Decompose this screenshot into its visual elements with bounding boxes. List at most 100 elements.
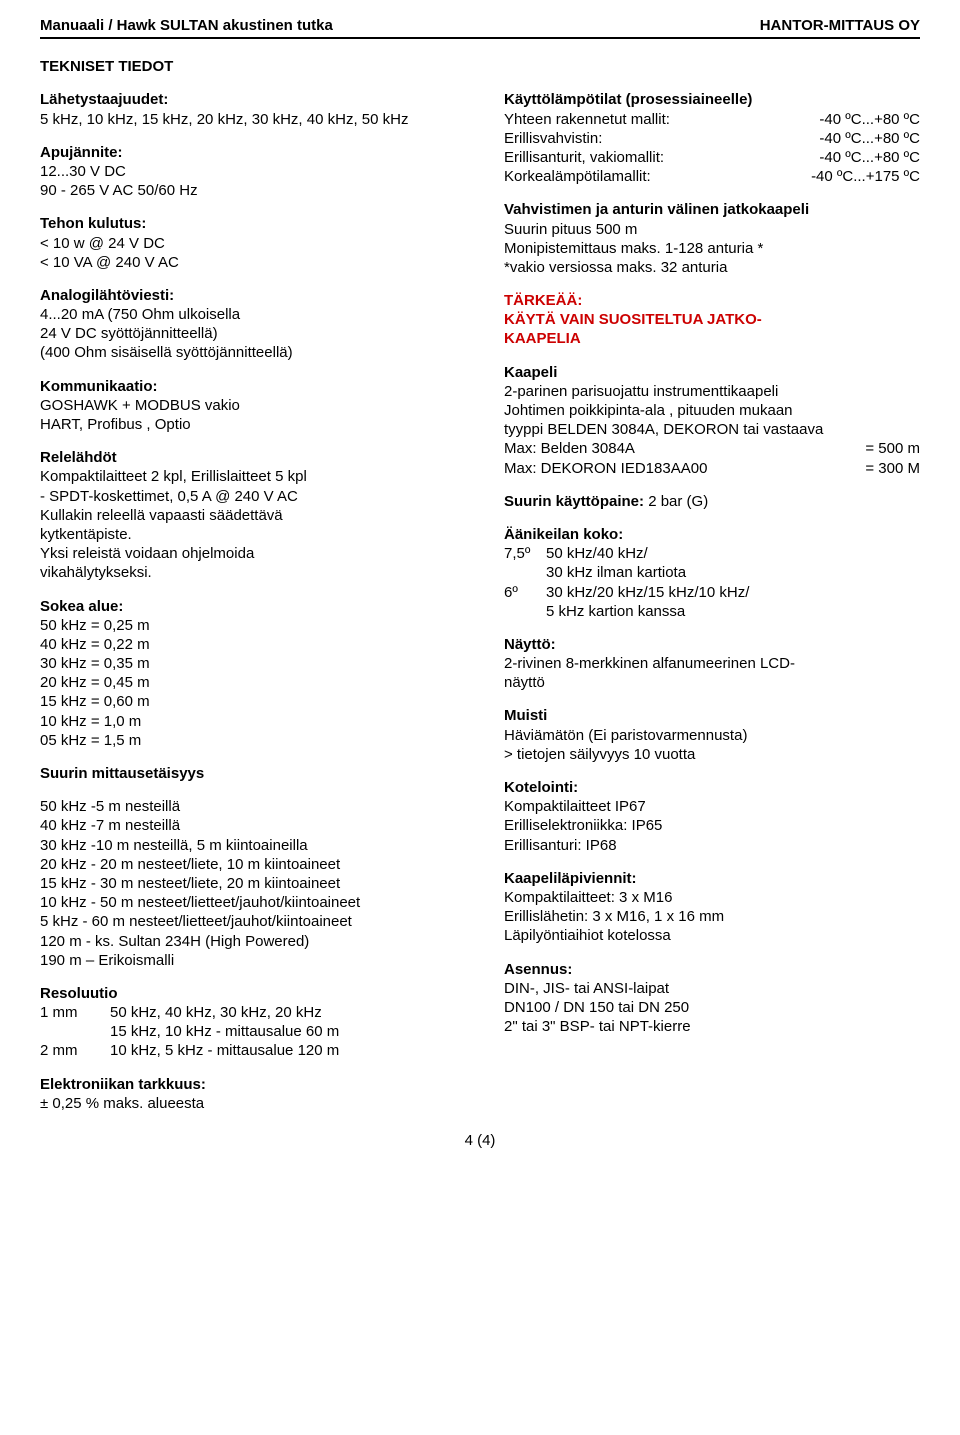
txfreq-title: Lähetystaajuudet: bbox=[40, 90, 456, 109]
analog-l2: 24 V DC syöttöjännitteellä) bbox=[40, 324, 456, 343]
temp-r4-val: -40 ºC...+175 ºC bbox=[801, 167, 920, 186]
maxdist-l5: 15 kHz - 30 m nesteet/liete, 20 m kiinto… bbox=[40, 874, 456, 893]
display-l2: näyttö bbox=[504, 673, 920, 692]
temp-r3-label: Erillisanturit, vakiomallit: bbox=[504, 148, 809, 167]
cable-l1: 2-parinen parisuojattu instrumenttikaape… bbox=[504, 382, 920, 401]
important-block: TÄRKEÄÄ: KÄYTÄ VAIN SUOSITELTUA JATKO- K… bbox=[504, 291, 920, 349]
temp-r3-val: -40 ºC...+80 ºC bbox=[809, 148, 920, 167]
memory-title: Muisti bbox=[504, 706, 920, 725]
comm-title: Kommunikaatio: bbox=[40, 377, 456, 396]
blind-l7: 05 kHz = 1,5 m bbox=[40, 731, 456, 750]
right-column: Käyttölämpötilat (prosessiaineelle) Yhte… bbox=[504, 90, 920, 1113]
cable-r1-val: = 500 m bbox=[855, 439, 920, 458]
temp-r4: Korkealämpötilamallit: -40 ºC...+175 ºC bbox=[504, 167, 920, 186]
memory-l1: Häviämätön (Ei paristovarmennusta) bbox=[504, 726, 920, 745]
relay-l6: vikahälytykseksi. bbox=[40, 563, 456, 582]
relay-l1: Kompaktilaitteet 2 kpl, Erillislaitteet … bbox=[40, 467, 456, 486]
temp-r2-val: -40 ºC...+80 ºC bbox=[809, 129, 920, 148]
enclosure-title: Kotelointi: bbox=[504, 778, 920, 797]
supply-l1: 12...30 V DC bbox=[40, 162, 456, 181]
temp-title: Käyttölämpötilat (prosessiaineelle) bbox=[504, 90, 920, 109]
temp-r1-val: -40 ºC...+80 ºC bbox=[809, 110, 920, 129]
maxdist-l3: 30 kHz -10 m nesteillä, 5 m kiintoaineil… bbox=[40, 836, 456, 855]
temp-r1: Yhteen rakennetut mallit: -40 ºC...+80 º… bbox=[504, 110, 920, 129]
res-r2a: 2 mm bbox=[40, 1041, 110, 1060]
acc-l1: ± 0,25 % maks. alueesta bbox=[40, 1094, 456, 1113]
temp-r2-label: Erillisvahvistin: bbox=[504, 129, 809, 148]
beam-r2c: 5 kHz kartion kanssa bbox=[546, 602, 685, 621]
ampcable-l1: Suurin pituus 500 m bbox=[504, 220, 920, 239]
cable-l2: Johtimen poikkipinta-ala , pituuden muka… bbox=[504, 401, 920, 420]
comm-l2: HART, Profibus , Optio bbox=[40, 415, 456, 434]
beam-title: Äänikeilan koko: bbox=[504, 525, 920, 544]
important-l2: KAAPELIA bbox=[504, 329, 920, 348]
res-blank bbox=[40, 1022, 110, 1041]
beam-r2: 6º 30 kHz/20 kHz/15 kHz/10 kHz/ bbox=[504, 583, 920, 602]
blind-l5: 15 kHz = 0,60 m bbox=[40, 692, 456, 711]
relay-l3: Kullakin releellä vapaasti säädettävä bbox=[40, 506, 456, 525]
enclosure-l2: Erilliselektroniikka: IP65 bbox=[504, 816, 920, 835]
main-title: TEKNISET TIEDOT bbox=[40, 57, 920, 76]
res-row1: 1 mm 50 kHz, 40 kHz, 30 kHz, 20 kHz bbox=[40, 1003, 456, 1022]
power-title: Tehon kulutus: bbox=[40, 214, 456, 233]
comm-l1: GOSHAWK + MODBUS vakio bbox=[40, 396, 456, 415]
relay-l5: Yksi releistä voidaan ohjelmoida bbox=[40, 544, 456, 563]
important-l1: KÄYTÄ VAIN SUOSITELTUA JATKO- bbox=[504, 310, 920, 329]
blind-l3: 30 kHz = 0,35 m bbox=[40, 654, 456, 673]
maxdist-l7: 5 kHz - 60 m nesteet/lietteet/jauhot/kii… bbox=[40, 912, 456, 931]
power-l2: < 10 VA @ 240 V AC bbox=[40, 253, 456, 272]
mount-l2: DN100 / DN 150 tai DN 250 bbox=[504, 998, 920, 1017]
acc-title: Elektroniikan tarkkuus: bbox=[40, 1075, 456, 1094]
beam-blank1 bbox=[504, 563, 546, 582]
res-r2b: 10 kHz, 5 kHz - mittausalue 120 m bbox=[110, 1041, 339, 1060]
memory-l2: > tietojen säilyvyys 10 vuotta bbox=[504, 745, 920, 764]
pressure-val: 2 bar (G) bbox=[648, 493, 708, 510]
res-row1b: 15 kHz, 10 kHz - mittausalue 60 m bbox=[40, 1022, 456, 1041]
res-r1c: 15 kHz, 10 kHz - mittausalue 60 m bbox=[110, 1022, 339, 1041]
mount-l3: 2" tai 3" BSP- tai NPT-kierre bbox=[504, 1017, 920, 1036]
beam-r1a: 7,5º bbox=[504, 544, 546, 563]
supply-title: Apujännite: bbox=[40, 143, 456, 162]
beam-r1: 7,5º 50 kHz/40 kHz/ bbox=[504, 544, 920, 563]
blind-l1: 50 kHz = 0,25 m bbox=[40, 616, 456, 635]
maxdist-l8: 120 m - ks. Sultan 234H (High Powered) bbox=[40, 932, 456, 951]
ampcable-l3: *vakio versiossa maks. 32 anturia bbox=[504, 258, 920, 277]
blind-l6: 10 kHz = 1,0 m bbox=[40, 712, 456, 731]
res-r1a: 1 mm bbox=[40, 1003, 110, 1022]
pressure: Suurin käyttöpaine: 2 bar (G) bbox=[504, 492, 920, 511]
left-column: Lähetystaajuudet: 5 kHz, 10 kHz, 15 kHz,… bbox=[40, 90, 456, 1113]
beam-r2a: 6º bbox=[504, 583, 546, 602]
cable-l3: tyyppi BELDEN 3084A, DEKORON tai vastaav… bbox=[504, 420, 920, 439]
gland-title: Kaapeliläpiviennit: bbox=[504, 869, 920, 888]
beam-blank2 bbox=[504, 602, 546, 621]
maxdist-l9: 190 m – Erikoismalli bbox=[40, 951, 456, 970]
beam-r1c: 30 kHz ilman kartiota bbox=[546, 563, 686, 582]
header-right: HANTOR-MITTAUS OY bbox=[760, 16, 920, 35]
page-header: Manuaali / Hawk SULTAN akustinen tutka H… bbox=[40, 16, 920, 39]
display-l1: 2-rivinen 8-merkkinen alfanumeerinen LCD… bbox=[504, 654, 920, 673]
relay-title: Relelähdöt bbox=[40, 448, 456, 467]
gland-l3: Läpilyöntiaihiot kotelossa bbox=[504, 926, 920, 945]
maxdist-l1: 50 kHz -5 m nesteillä bbox=[40, 797, 456, 816]
header-left: Manuaali / Hawk SULTAN akustinen tutka bbox=[40, 16, 333, 35]
ampcable-title: Vahvistimen ja anturin välinen jatkokaap… bbox=[504, 200, 920, 219]
mount-l1: DIN-, JIS- tai ANSI-laipat bbox=[504, 979, 920, 998]
relay-l4: kytkentäpiste. bbox=[40, 525, 456, 544]
page-footer: 4 (4) bbox=[40, 1131, 920, 1150]
temp-r4-label: Korkealämpötilamallit: bbox=[504, 167, 801, 186]
cable-r2-val: = 300 M bbox=[855, 459, 920, 478]
txfreq-text: 5 kHz, 10 kHz, 15 kHz, 20 kHz, 30 kHz, 4… bbox=[40, 110, 456, 129]
maxdist-l2: 40 kHz -7 m nesteillä bbox=[40, 816, 456, 835]
gland-l1: Kompaktilaitteet: 3 x M16 bbox=[504, 888, 920, 907]
temp-r3: Erillisanturit, vakiomallit: -40 ºC...+8… bbox=[504, 148, 920, 167]
supply-l2: 90 - 265 V AC 50/60 Hz bbox=[40, 181, 456, 200]
temp-r2: Erillisvahvistin: -40 ºC...+80 ºC bbox=[504, 129, 920, 148]
beam-r1b: 50 kHz/40 kHz/ bbox=[546, 544, 648, 563]
blind-l4: 20 kHz = 0,45 m bbox=[40, 673, 456, 692]
display-title: Näyttö: bbox=[504, 635, 920, 654]
cable-r2-label: Max: DEKORON IED183AA00 bbox=[504, 459, 855, 478]
beam-r2c-row: 5 kHz kartion kanssa bbox=[504, 602, 920, 621]
gland-l2: Erillislähetin: 3 x M16, 1 x 16 mm bbox=[504, 907, 920, 926]
important-title: TÄRKEÄÄ: bbox=[504, 291, 920, 310]
pressure-label: Suurin käyttöpaine: bbox=[504, 493, 644, 510]
